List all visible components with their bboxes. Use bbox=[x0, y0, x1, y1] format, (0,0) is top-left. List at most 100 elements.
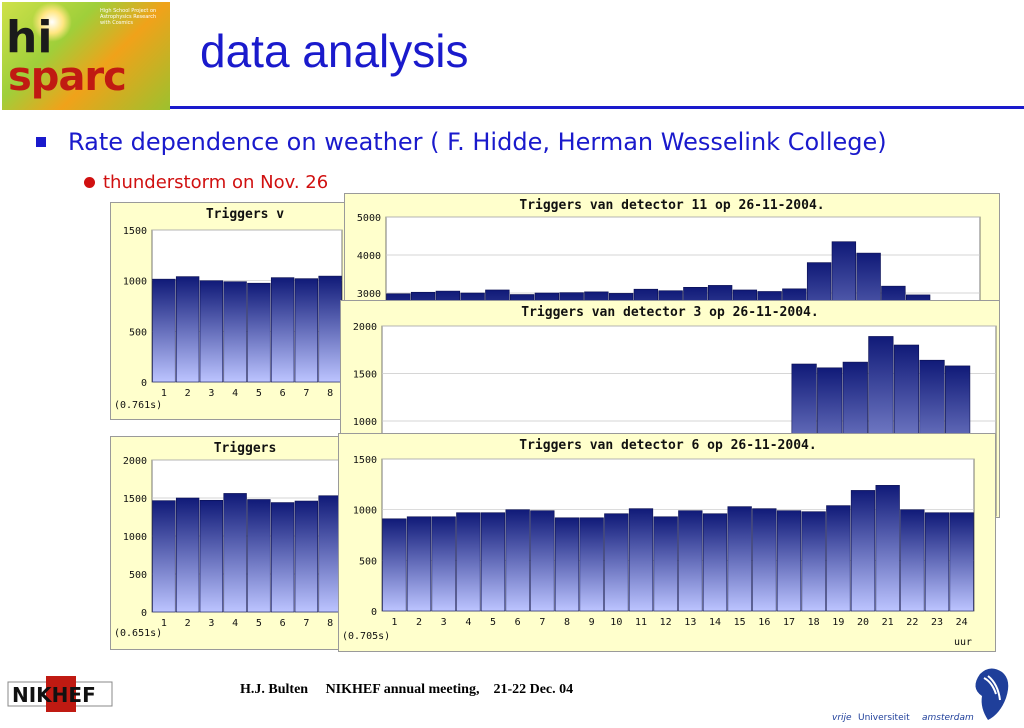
x-tick-label: 5 bbox=[256, 618, 262, 629]
x-tick-label: 6 bbox=[280, 618, 286, 629]
bar bbox=[270, 502, 295, 613]
y-tick-label: 0 bbox=[141, 378, 147, 389]
x-tick-label: 19 bbox=[832, 617, 844, 628]
x-tick-label: 10 bbox=[610, 617, 622, 628]
x-tick-label: 11 bbox=[635, 617, 647, 628]
vu-amsterdam-logo: vrije Universiteit amsterdam bbox=[830, 664, 1020, 724]
bar bbox=[530, 510, 555, 612]
hisparc-logo: hi sparc High School Project on Astrophy… bbox=[2, 2, 170, 110]
y-tick-label: 4000 bbox=[357, 251, 381, 262]
vu-text-vrije: vrije bbox=[832, 713, 852, 723]
bar bbox=[223, 281, 247, 383]
bar bbox=[175, 276, 200, 383]
bar bbox=[702, 513, 728, 612]
x-tick-label: 1 bbox=[161, 618, 167, 629]
x-tick-label: 6 bbox=[280, 388, 286, 399]
y-tick-label: 1500 bbox=[123, 226, 147, 237]
bullet-level2: thunderstorm on Nov. 26 bbox=[84, 172, 328, 193]
square-bullet-icon bbox=[36, 137, 46, 147]
y-tick-label: 3000 bbox=[357, 289, 381, 300]
x-tick-label: 14 bbox=[709, 617, 721, 628]
bar bbox=[431, 516, 456, 612]
bar bbox=[152, 500, 176, 613]
y-tick-label: 2000 bbox=[353, 322, 377, 333]
plot-area bbox=[381, 458, 975, 612]
x-tick-label: 3 bbox=[208, 618, 214, 629]
chart-title: Triggers van detector 6 op 26-11-2004. bbox=[519, 438, 816, 453]
bullet-level1: Rate dependence on weather ( F. Hidde, H… bbox=[36, 128, 887, 156]
bar bbox=[456, 512, 481, 612]
bar bbox=[152, 278, 176, 383]
y-tick-label: 1000 bbox=[123, 532, 147, 543]
title-underline bbox=[170, 106, 1024, 109]
x-tick-label: 5 bbox=[490, 617, 496, 628]
x-tick-label: 7 bbox=[303, 618, 309, 629]
bar bbox=[826, 505, 851, 612]
x-tick-label: 5 bbox=[256, 388, 262, 399]
bar bbox=[247, 499, 271, 613]
x-tick-label: 2 bbox=[185, 388, 191, 399]
bar bbox=[604, 513, 629, 612]
x-tick-label: 15 bbox=[734, 617, 746, 628]
bar bbox=[223, 493, 247, 613]
bar bbox=[900, 509, 925, 612]
vu-text-universiteit: Universiteit bbox=[858, 713, 910, 723]
vu-text-amsterdam: amsterdam bbox=[922, 713, 974, 723]
y-tick-label: 0 bbox=[371, 607, 377, 618]
bar bbox=[199, 280, 224, 383]
chart-svg: Triggers van detector 6 op 26-11-2004. 0 5… bbox=[338, 433, 996, 652]
y-tick-label: 1000 bbox=[353, 417, 377, 428]
bar bbox=[801, 511, 826, 612]
chart-title: Triggers van detector 3 op 26-11-2004. bbox=[521, 305, 818, 320]
bar bbox=[294, 500, 319, 613]
x-tick-label: 2 bbox=[185, 618, 191, 629]
x-tick-label: 8 bbox=[327, 388, 333, 399]
y-tick-label: 1500 bbox=[353, 370, 377, 381]
bar bbox=[382, 518, 407, 612]
x-tick-label: 20 bbox=[857, 617, 869, 628]
bar bbox=[406, 516, 432, 612]
x-tick-label: 16 bbox=[758, 617, 770, 628]
chart-title: Triggers van detector 11 op 26-11-2004. bbox=[519, 198, 824, 213]
y-tick-label: 500 bbox=[129, 570, 147, 581]
x-tick-label: 7 bbox=[539, 617, 545, 628]
bar bbox=[776, 510, 802, 612]
bar bbox=[875, 485, 900, 612]
y-tick-label: 1500 bbox=[353, 455, 377, 466]
chart-panel-detector-6: Triggers van detector 6 op 26-11-2004. 0 5… bbox=[338, 433, 996, 652]
bar bbox=[678, 510, 703, 612]
x-tick-label: 4 bbox=[232, 618, 238, 629]
logo-sparc: sparc bbox=[8, 54, 127, 100]
y-tick-label: 1000 bbox=[353, 506, 377, 517]
x-tick-label: 23 bbox=[931, 617, 943, 628]
x-tick-label: 6 bbox=[515, 617, 521, 628]
chart-title: Triggers bbox=[214, 441, 277, 456]
bar bbox=[247, 282, 271, 383]
footer-text: H.J. Bulten NIKHEF annual meeting, 21-22… bbox=[240, 682, 574, 697]
y-tick-label: 1500 bbox=[123, 494, 147, 505]
bar bbox=[505, 509, 530, 612]
x-tick-label: 13 bbox=[684, 617, 696, 628]
chart-title: Triggers v bbox=[206, 207, 284, 222]
chart-svg: Triggers 0 500 1000 1500 2000 1 2 3 4 5 6 7 8 (0.651s) bbox=[110, 436, 346, 650]
bar bbox=[924, 512, 950, 612]
logo-tagline: High School Project on Astrophysics Rese… bbox=[100, 8, 157, 26]
bar bbox=[949, 512, 974, 612]
bar bbox=[727, 506, 752, 612]
chart-panel-bottom-left: Triggers 0 500 1000 1500 2000 1 2 3 4 5 6 7 8 (0.651s) bbox=[110, 436, 346, 650]
nikhef-logo: NIKHEF bbox=[6, 672, 116, 716]
x-tick-label: 2 bbox=[416, 617, 422, 628]
x-tick-label: 1 bbox=[161, 388, 167, 399]
bar bbox=[175, 497, 200, 613]
bar bbox=[199, 499, 224, 613]
x-tick-label: 7 bbox=[303, 388, 309, 399]
x-tick-label: 22 bbox=[906, 617, 918, 628]
bar bbox=[480, 512, 506, 612]
bar bbox=[294, 278, 319, 383]
bullet-level2-text: thunderstorm on Nov. 26 bbox=[103, 172, 329, 193]
x-tick-label: 8 bbox=[327, 618, 333, 629]
y-tick-label: 1000 bbox=[123, 277, 147, 288]
chart-panel-top-left: Triggers v 0 500 1000 1500 1 2 3 4 5 6 7 8 (0.761s) bbox=[110, 202, 346, 420]
bar bbox=[850, 490, 876, 612]
x-tick-label: 8 bbox=[564, 617, 570, 628]
